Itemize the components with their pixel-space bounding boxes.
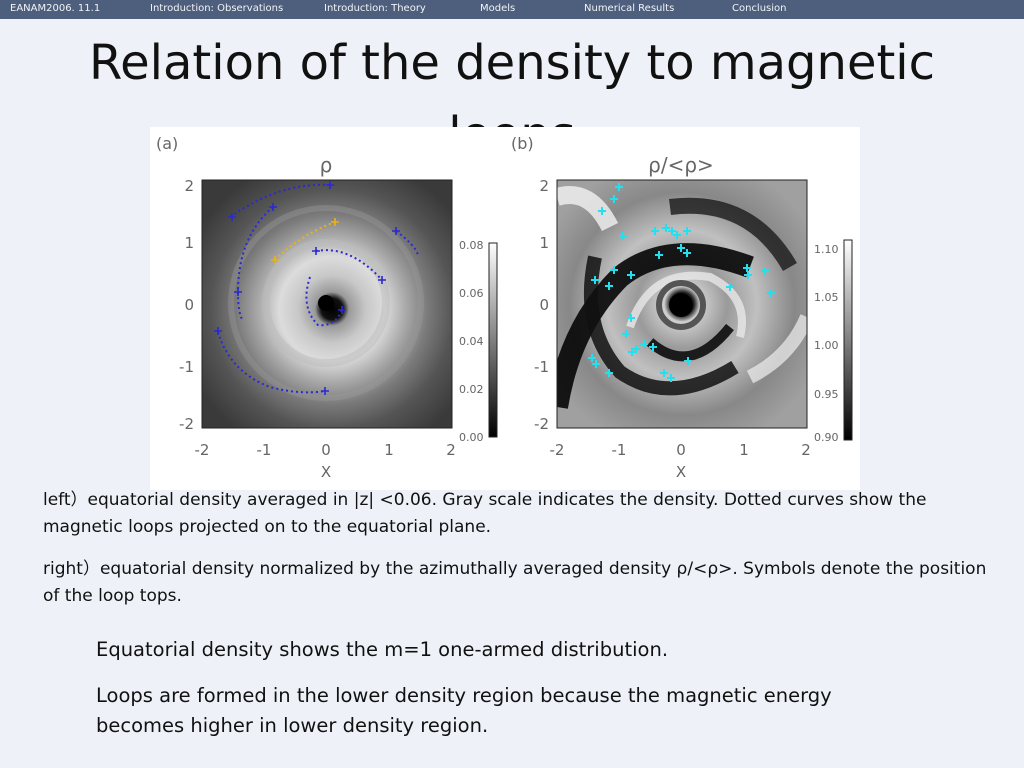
caption-left-panel: left）equatorial density averaged in |z| … [43, 490, 927, 537]
panel-a-highlight-markers [271, 218, 339, 264]
panel-a-ytick: 1 [184, 234, 194, 252]
panel-b-cbar-tick: 1.10 [814, 243, 839, 256]
panel-b-xlabel: X [676, 463, 686, 481]
nav-item-introduction-observations[interactable]: Introduction: Observations [150, 3, 284, 14]
panel-b-frame [556, 179, 808, 429]
nav-item-models[interactable]: Models [480, 3, 516, 14]
slide-title: Relation of the density to magnetic [88, 35, 936, 91]
panel-b-cbar-tick: 0.90 [814, 431, 839, 444]
panel-b-ytick: 2 [539, 177, 549, 195]
nav-item-eanam2006[interactable]: EANAM2006. 11.1 [10, 3, 101, 14]
panel-a-loop [217, 331, 326, 394]
panel-a-xtick: -1 [257, 441, 272, 459]
panel-b-xtick: -2 [550, 441, 565, 459]
panel-b-title: ρ/<ρ> [648, 153, 714, 177]
panel-b-colorbar-labels: 0.90 0.95 1.00 1.05 1.10 [814, 243, 839, 444]
panel-a-cbar-tick: 0.04 [459, 335, 484, 348]
panel-a-loop [315, 249, 383, 281]
panel-a-xtick: -2 [195, 441, 210, 459]
navigation-bar: EANAM2006. 11.1 Introduction: Observatio… [0, 0, 1024, 19]
panel-b-ytick: -2 [534, 415, 549, 433]
slide-title-continued: loops [0, 98, 1024, 128]
panel-b-xtick: 2 [801, 441, 811, 459]
panel-a-loop [236, 206, 274, 320]
panel-a-cbar-tick: 0.02 [459, 383, 484, 396]
panel-a: (a) ρ [156, 134, 498, 481]
panel-a-loop [305, 276, 343, 327]
panel-a-xtick: 1 [384, 441, 394, 459]
statement-loop-formation: Loops are formed in the lower density re… [96, 684, 832, 737]
panel-b: (b) ρ/<ρ> [511, 134, 853, 481]
nav-item-introduction-theory[interactable]: Introduction: Theory [324, 3, 426, 14]
panel-a-central-hole [318, 295, 334, 311]
panel-a-ytick: -2 [179, 415, 194, 433]
panel-b-label: (b) [511, 134, 534, 153]
panel-a-colorbar-labels: 0.00 0.02 0.04 0.06 0.08 [459, 239, 484, 444]
panel-b-colorbar [843, 239, 853, 441]
panel-b-loop-top-symbols [588, 183, 775, 382]
panel-b-ytick: 0 [539, 296, 549, 314]
statement-one-armed-distribution: Equatorial density shows the m=1 one-arm… [96, 638, 669, 661]
panel-b-axis-labels: -2 -1 0 1 2 X -2 -1 0 1 2 [534, 177, 811, 481]
nav-item-conclusion[interactable]: Conclusion [732, 3, 787, 14]
panel-a-cbar-tick: 0.08 [459, 239, 484, 252]
panel-a-loop [395, 230, 419, 256]
panel-a-colorbar [488, 242, 498, 438]
panel-a-label: (a) [156, 134, 178, 153]
panel-b-xtick: 0 [676, 441, 686, 459]
panel-b-ytick: 1 [539, 234, 549, 252]
panel-a-xtick: 0 [321, 441, 331, 459]
panel-b-structure [557, 183, 807, 409]
panel-a-ytick: -1 [179, 358, 194, 376]
panel-b-xtick: -1 [612, 441, 627, 459]
panel-b-central-hole [669, 293, 693, 317]
panel-b-cbar-tick: 1.05 [814, 291, 839, 304]
panel-b-cbar-tick: 0.95 [814, 388, 839, 401]
panel-a-axis-labels: -2 -1 0 1 2 X -2 -1 0 1 2 [179, 177, 456, 481]
panel-a-cbar-tick: 0.06 [459, 287, 484, 300]
density-figure-svg: (a) ρ [156, 134, 853, 481]
panel-a-loop-markers [214, 181, 400, 395]
panel-a-ytick: 2 [184, 177, 194, 195]
density-figure: (a) ρ [150, 127, 860, 490]
panel-a-frame [201, 179, 453, 429]
panel-a-xlabel: X [321, 463, 331, 481]
panel-a-loop [229, 183, 331, 218]
panel-b-xtick: 1 [739, 441, 749, 459]
panel-a-highlight-loop [274, 221, 336, 261]
slide-title-line-2: loops [448, 107, 576, 128]
panel-a-title: ρ [320, 153, 333, 177]
panel-b-ytick: -1 [534, 358, 549, 376]
panel-a-cbar-tick: 0.00 [459, 431, 484, 444]
panel-a-loops [214, 181, 424, 401]
panel-a-ytick: 0 [184, 296, 194, 314]
caption-right-panel: right）equatorial density normalized by t… [43, 559, 987, 606]
nav-item-numerical-results[interactable]: Numerical Results [584, 3, 675, 14]
panel-a-xtick: 2 [446, 441, 456, 459]
panel-b-cbar-tick: 1.00 [814, 339, 839, 352]
